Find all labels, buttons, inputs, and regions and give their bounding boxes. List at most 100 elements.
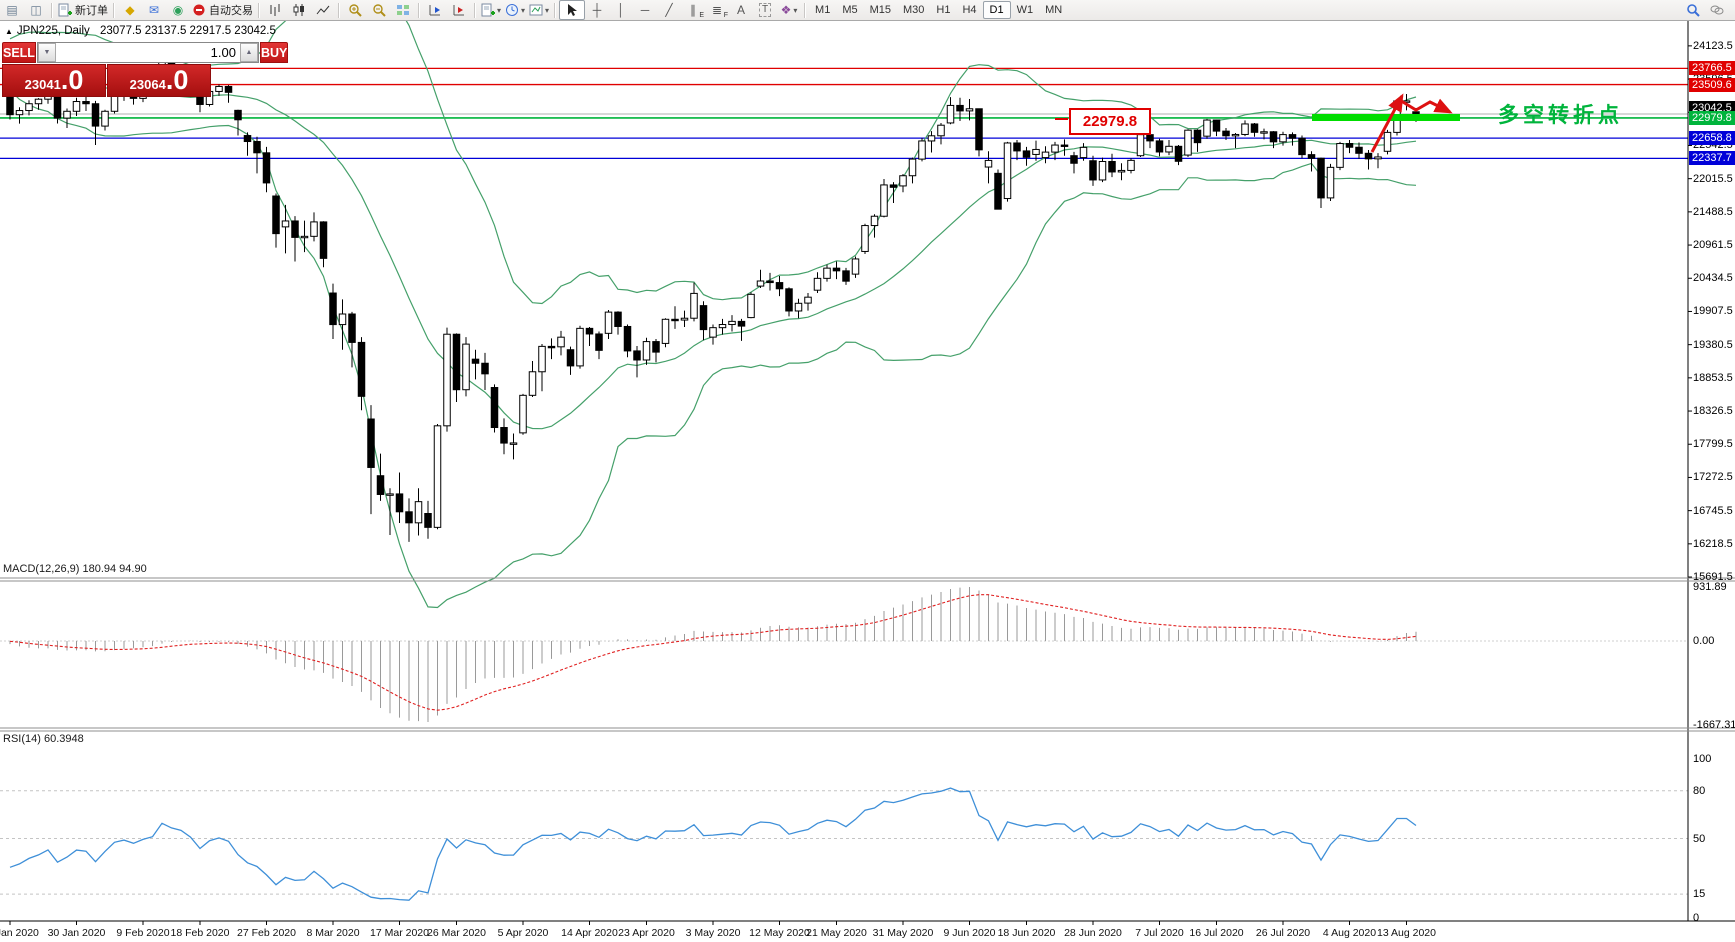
hline-icon[interactable]: ─	[640, 3, 650, 17]
volume-increment-button[interactable]: ▲	[239, 43, 258, 62]
sell-button[interactable]: SELL	[2, 42, 36, 63]
toolbar-separator	[338, 2, 340, 18]
text-icon[interactable]: A	[737, 3, 746, 17]
chart-shift-icon[interactable]	[447, 1, 471, 19]
rsi-axis-tick: 0	[1693, 912, 1700, 924]
price-callout-dash	[1055, 118, 1068, 120]
tf-h1[interactable]: H1	[936, 4, 951, 16]
macd-axis-tick: -1667.31	[1693, 719, 1735, 731]
macd-axis-tick: 0.00	[1693, 635, 1715, 647]
date-axis-label: 18 Feb 2020	[170, 927, 230, 939]
price-axis-tick: 19380.5	[1693, 338, 1733, 351]
tf-m5[interactable]: M5	[842, 4, 858, 16]
fibonacci-icon[interactable]: ≣ F	[712, 3, 729, 19]
sell-price-frac: .0	[60, 65, 84, 95]
buy-button[interactable]: BUY	[259, 42, 289, 63]
date-axis-label: 8 Mar 2020	[306, 927, 360, 939]
arrows-icon[interactable]: ❖ ▾	[780, 3, 798, 17]
vline-icon[interactable]: │	[617, 3, 625, 17]
auto-arrange-icon[interactable]	[423, 1, 447, 19]
macd-indicator-label: MACD(12,26,9) 180.94 94.90	[3, 563, 147, 575]
chart-profiles-icon[interactable]: ◫	[30, 3, 42, 17]
rsi-axis-tick: 15	[1693, 888, 1706, 901]
tf-w1[interactable]: W1	[1016, 4, 1034, 16]
templates-icon[interactable]: ▾	[527, 1, 551, 19]
rsi-axis-tick: 80	[1693, 784, 1706, 797]
tf-m1[interactable]: M1	[815, 4, 831, 16]
toolbar-separator	[804, 2, 807, 18]
zoom-out-icon[interactable]	[367, 1, 391, 19]
toolbar: ▤ ◫ 新订单 ◆ ✉ ◉ 自动交易 ▾ ▾ ▾ ┼ │ ─ ╱ ∥ E ≣ F A T ❖ ▾ M1 M5 M15 M30 H1 H…	[0, 0, 1735, 21]
one-click-trading-panel: SELL ▼ ▲ BUY 23041.0 23064.0	[2, 42, 289, 97]
volume-decrement-button[interactable]: ▼	[37, 43, 56, 62]
date-axis-label: 4 Aug 2020	[1322, 927, 1377, 939]
rsi-indicator-label: RSI(14) 60.3948	[3, 733, 84, 745]
price-axis-tick: 21488.5	[1693, 205, 1733, 218]
new-order-button[interactable]: 新订单	[56, 1, 110, 19]
date-axis-label: 13 Aug 2020	[1377, 927, 1436, 939]
tile-windows-icon[interactable]	[391, 1, 415, 19]
chart-ohlc-values: 23077.5 23137.5 22917.5 23042.5	[100, 25, 276, 37]
price-axis-tick: 16218.5	[1693, 537, 1733, 550]
market-watch-icon[interactable]: ◆	[125, 3, 135, 17]
tf-d1[interactable]: D1	[982, 1, 1011, 19]
date-axis-label: 27 Feb 2020	[237, 927, 296, 939]
line-chart-icon[interactable]	[311, 1, 335, 19]
price-axis-box-22337.7: 22337.7	[1689, 151, 1735, 166]
date-axis-label: 17 Mar 2020	[370, 927, 429, 939]
buy-price[interactable]: 23064.0	[107, 64, 211, 97]
new-chart-icon[interactable]: ▤	[6, 3, 18, 17]
zoom-in-icon[interactable]	[343, 1, 367, 19]
panel-collapse-arrow[interactable]: ▲	[5, 27, 13, 36]
price-axis-tick: 17799.5	[1693, 438, 1733, 451]
signals-icon[interactable]: ◉	[172, 3, 184, 17]
date-axis-label: 31 May 2020	[872, 927, 934, 939]
candle-chart-icon[interactable]	[287, 1, 311, 19]
tf-m30[interactable]: M30	[903, 4, 925, 16]
price-axis-tick: 16745.5	[1693, 504, 1733, 517]
toolbar-separator	[258, 2, 260, 18]
toolbar-separator	[474, 2, 476, 18]
crosshair-icon[interactable]: ┼	[592, 3, 602, 17]
date-axis-label: 26 Mar 2020	[427, 927, 486, 939]
date-axis-label: 18 Jun 2020	[997, 927, 1056, 939]
price-axis-tick: 20434.5	[1693, 272, 1733, 285]
price-callout-box[interactable]: 22979.8	[1069, 108, 1151, 135]
search-icon[interactable]	[1681, 1, 1705, 19]
toolbar-separator	[418, 2, 420, 18]
cursor-icon[interactable]	[559, 0, 586, 20]
bar-chart-icon[interactable]	[263, 1, 287, 19]
periods-icon[interactable]: ▾	[503, 1, 527, 19]
chart-canvas[interactable]	[0, 20, 1735, 942]
chart-title: ▲ JPN225, Daily 23077.5 23137.5 22917.5 2…	[5, 25, 276, 37]
trendline-icon[interactable]: ╱	[665, 3, 673, 17]
chart-area: ▲ JPN225, Daily 23077.5 23137.5 22917.5 2…	[0, 20, 1735, 942]
label-icon[interactable]: T	[753, 1, 777, 19]
date-axis-label: 23 Apr 2020	[618, 927, 675, 939]
sell-price[interactable]: 23041.0	[2, 64, 106, 97]
rsi-axis-tick: 100	[1693, 753, 1712, 765]
channel-icon[interactable]: ∥ E	[690, 3, 705, 19]
price-axis-tick: 18326.5	[1693, 405, 1733, 418]
buy-price-frac: .0	[165, 65, 189, 95]
price-axis-tick: 19907.5	[1693, 305, 1733, 318]
date-axis-label: 5 Apr 2020	[497, 927, 549, 939]
terminal-icon[interactable]: ✉	[148, 3, 160, 17]
date-axis-label: 3 May 2020	[685, 927, 741, 939]
price-axis-box-23766.5: 23766.5	[1689, 61, 1735, 76]
tf-h4[interactable]: H4	[962, 4, 977, 16]
tf-mn[interactable]: MN	[1045, 4, 1063, 16]
tf-m15[interactable]: M15	[869, 4, 892, 16]
volume-field-wrap: ▼ ▲	[36, 42, 259, 63]
volume-input[interactable]	[55, 43, 240, 62]
autotrading-button[interactable]: 自动交易	[190, 1, 255, 19]
chart-symbol-period: JPN225, Daily	[16, 25, 90, 37]
macd-axis-tick: 931.89	[1693, 581, 1727, 593]
price-axis-tick: 17272.5	[1693, 471, 1733, 484]
indicators-icon[interactable]: ▾	[479, 1, 503, 19]
chat-icon[interactable]	[1705, 1, 1729, 19]
price-axis-box-22658.8: 22658.8	[1689, 131, 1735, 146]
date-axis-label: 30 Jan 2020	[47, 927, 106, 939]
turning-point-text-label[interactable]: 多空转折点	[1498, 104, 1623, 127]
